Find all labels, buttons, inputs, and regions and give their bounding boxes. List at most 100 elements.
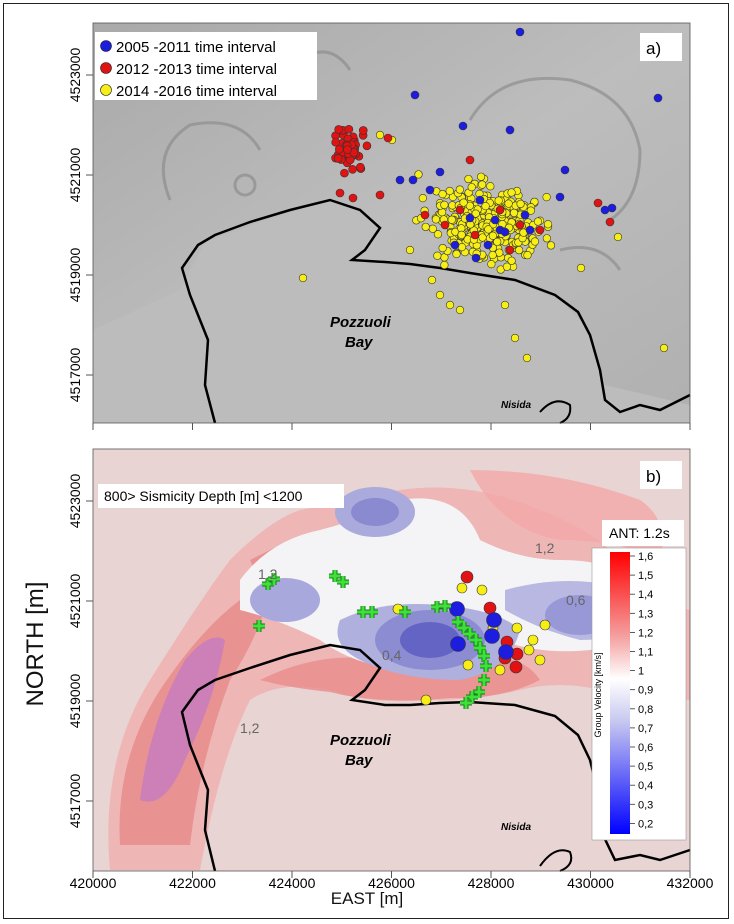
x-tick-label: 424000 <box>269 875 316 891</box>
coastline-a <box>180 198 691 424</box>
seismic-event-dot <box>440 220 450 230</box>
colorbar-tick-label: 1 <box>638 666 644 678</box>
seismic-event-dot <box>494 664 506 676</box>
colorbar-ticks: 1,6 1,5 1,4 1,3 1,2 1,1 1 0,9 0,8 0,7 0,6 0,5 0,4 0,3… <box>630 551 653 830</box>
seismic-event-dot <box>523 644 535 656</box>
seismic-event-dot <box>510 333 520 343</box>
seismic-event-dot <box>605 217 615 227</box>
colorbar-tick-label: 0,7 <box>638 723 653 735</box>
green-cross-markers <box>253 570 492 709</box>
seismic-event-dot <box>375 130 385 140</box>
seismic-event-dot <box>560 165 570 175</box>
seismic-event-dot <box>483 240 493 250</box>
bay-label-b-2: Bay <box>345 752 373 769</box>
seismic-event-dot <box>478 233 487 242</box>
contour-purple <box>140 637 225 802</box>
seismic-event-dot <box>433 251 442 260</box>
y-ticks-b: 4523000 4521000 4519000 4517000 <box>67 474 93 828</box>
seismic-event-dot <box>455 305 465 315</box>
colorbar-tick-label: 0,4 <box>638 780 653 792</box>
seismic-event-dot <box>435 290 445 300</box>
legend-a-marker-blue <box>100 40 112 52</box>
y-tick-label: 4519000 <box>67 248 83 303</box>
island-label-a: Nisida <box>501 400 531 411</box>
seismic-event-dot <box>500 300 510 310</box>
seismic-event-dot <box>546 241 556 250</box>
bay-water-a <box>93 200 690 423</box>
seismic-event-dot <box>450 636 466 652</box>
legend-a: 2005 -2011 time interval 2012 -2013 time… <box>95 32 317 100</box>
seismic-event-dot <box>457 230 466 240</box>
seismic-event-dot <box>440 260 449 270</box>
seismic-event-dot <box>534 654 546 666</box>
legend-a-box <box>95 32 317 100</box>
seismic-event-dot <box>421 222 430 232</box>
seismic-event-dot <box>475 195 485 205</box>
seismic-event-dot <box>530 237 540 246</box>
seismic-event-dot <box>498 644 514 660</box>
station-cross <box>478 674 490 686</box>
colorbar-box <box>591 547 687 841</box>
seismic-event-dot <box>509 660 523 674</box>
seismic-event-dot <box>493 237 502 246</box>
seismic-event-dot <box>420 694 432 706</box>
seismic-event-dot <box>653 93 663 103</box>
ant-label-box <box>602 520 684 546</box>
seismic-event-dot <box>522 353 532 363</box>
seismic-event-dot <box>462 659 474 671</box>
panel-a-label-box <box>640 33 682 61</box>
seismic-event-dot <box>539 619 551 631</box>
contour-blue-1-core <box>351 498 399 526</box>
seismic-event-dot <box>375 190 385 200</box>
seismic-event-dot <box>613 232 623 242</box>
seismic-event-dot <box>431 215 441 224</box>
seismic-event-dot <box>455 185 464 194</box>
figure-frame <box>3 3 729 919</box>
station-cross <box>439 600 451 612</box>
x-tick-label: 422000 <box>169 875 216 891</box>
colorbar-tick-label: 0,8 <box>638 704 653 716</box>
seismic-event-dot <box>484 628 500 644</box>
seismic-event-dot <box>405 245 415 255</box>
seismic-event-dot <box>476 172 486 181</box>
seismic-event-dot <box>490 215 500 225</box>
seismic-event-dot <box>502 262 512 271</box>
seismic-event-dot <box>487 260 496 269</box>
legend-a-label-1: 2005 -2011 time interval <box>116 39 276 56</box>
seismic-event-dot <box>533 217 543 226</box>
panel-b: 1,2 1,2 1,2 0,6 0,4 800> Sismicity Depth… <box>92 448 691 872</box>
bay-label-a-1: Pozzuoli <box>330 314 392 331</box>
seismic-event-dot <box>488 231 498 240</box>
seismic-event-dot <box>481 201 490 211</box>
seismic-event-dot <box>420 210 430 220</box>
seismic-event-dot <box>542 234 551 243</box>
colorbar-tick-label: 1,1 <box>638 647 653 659</box>
seismicity-points-a <box>298 27 669 363</box>
bay-label-a-2: Bay <box>345 334 373 351</box>
seismic-event-dot <box>343 145 352 155</box>
seismic-event-dot <box>465 155 475 165</box>
legend-a-marker-yellow <box>100 84 112 96</box>
seismic-event-dot <box>467 183 476 192</box>
seismic-event-dot <box>509 208 519 217</box>
depth-label: 800> Sismicity Depth [m] <1200 <box>104 488 303 504</box>
seismic-event-dot <box>460 570 474 584</box>
colorbar-ramp <box>610 552 630 834</box>
colorbar-tick-label: 1,4 <box>638 589 653 601</box>
contour-blue-2 <box>250 578 320 622</box>
seismic-event-dot <box>298 273 308 283</box>
seismic-event-dot <box>516 199 525 209</box>
station-cross <box>268 573 280 585</box>
depth-label-box <box>98 484 344 508</box>
bay-label-b-1: Pozzuoli <box>330 732 392 749</box>
colorbar-tick-label: 1,2 <box>638 627 653 639</box>
seismic-event-dot <box>456 582 468 594</box>
panel-a: 2005 -2011 time interval 2012 -2013 time… <box>92 22 691 424</box>
seismic-event-dot <box>593 198 603 208</box>
seismic-event-dot <box>356 162 365 172</box>
seismic-event-dot <box>452 249 461 259</box>
station-cross <box>253 620 265 632</box>
colorbar-title: Group Velocity [km/s] <box>593 652 603 737</box>
seismic-event-dot <box>515 220 525 230</box>
station-cross <box>470 634 482 646</box>
